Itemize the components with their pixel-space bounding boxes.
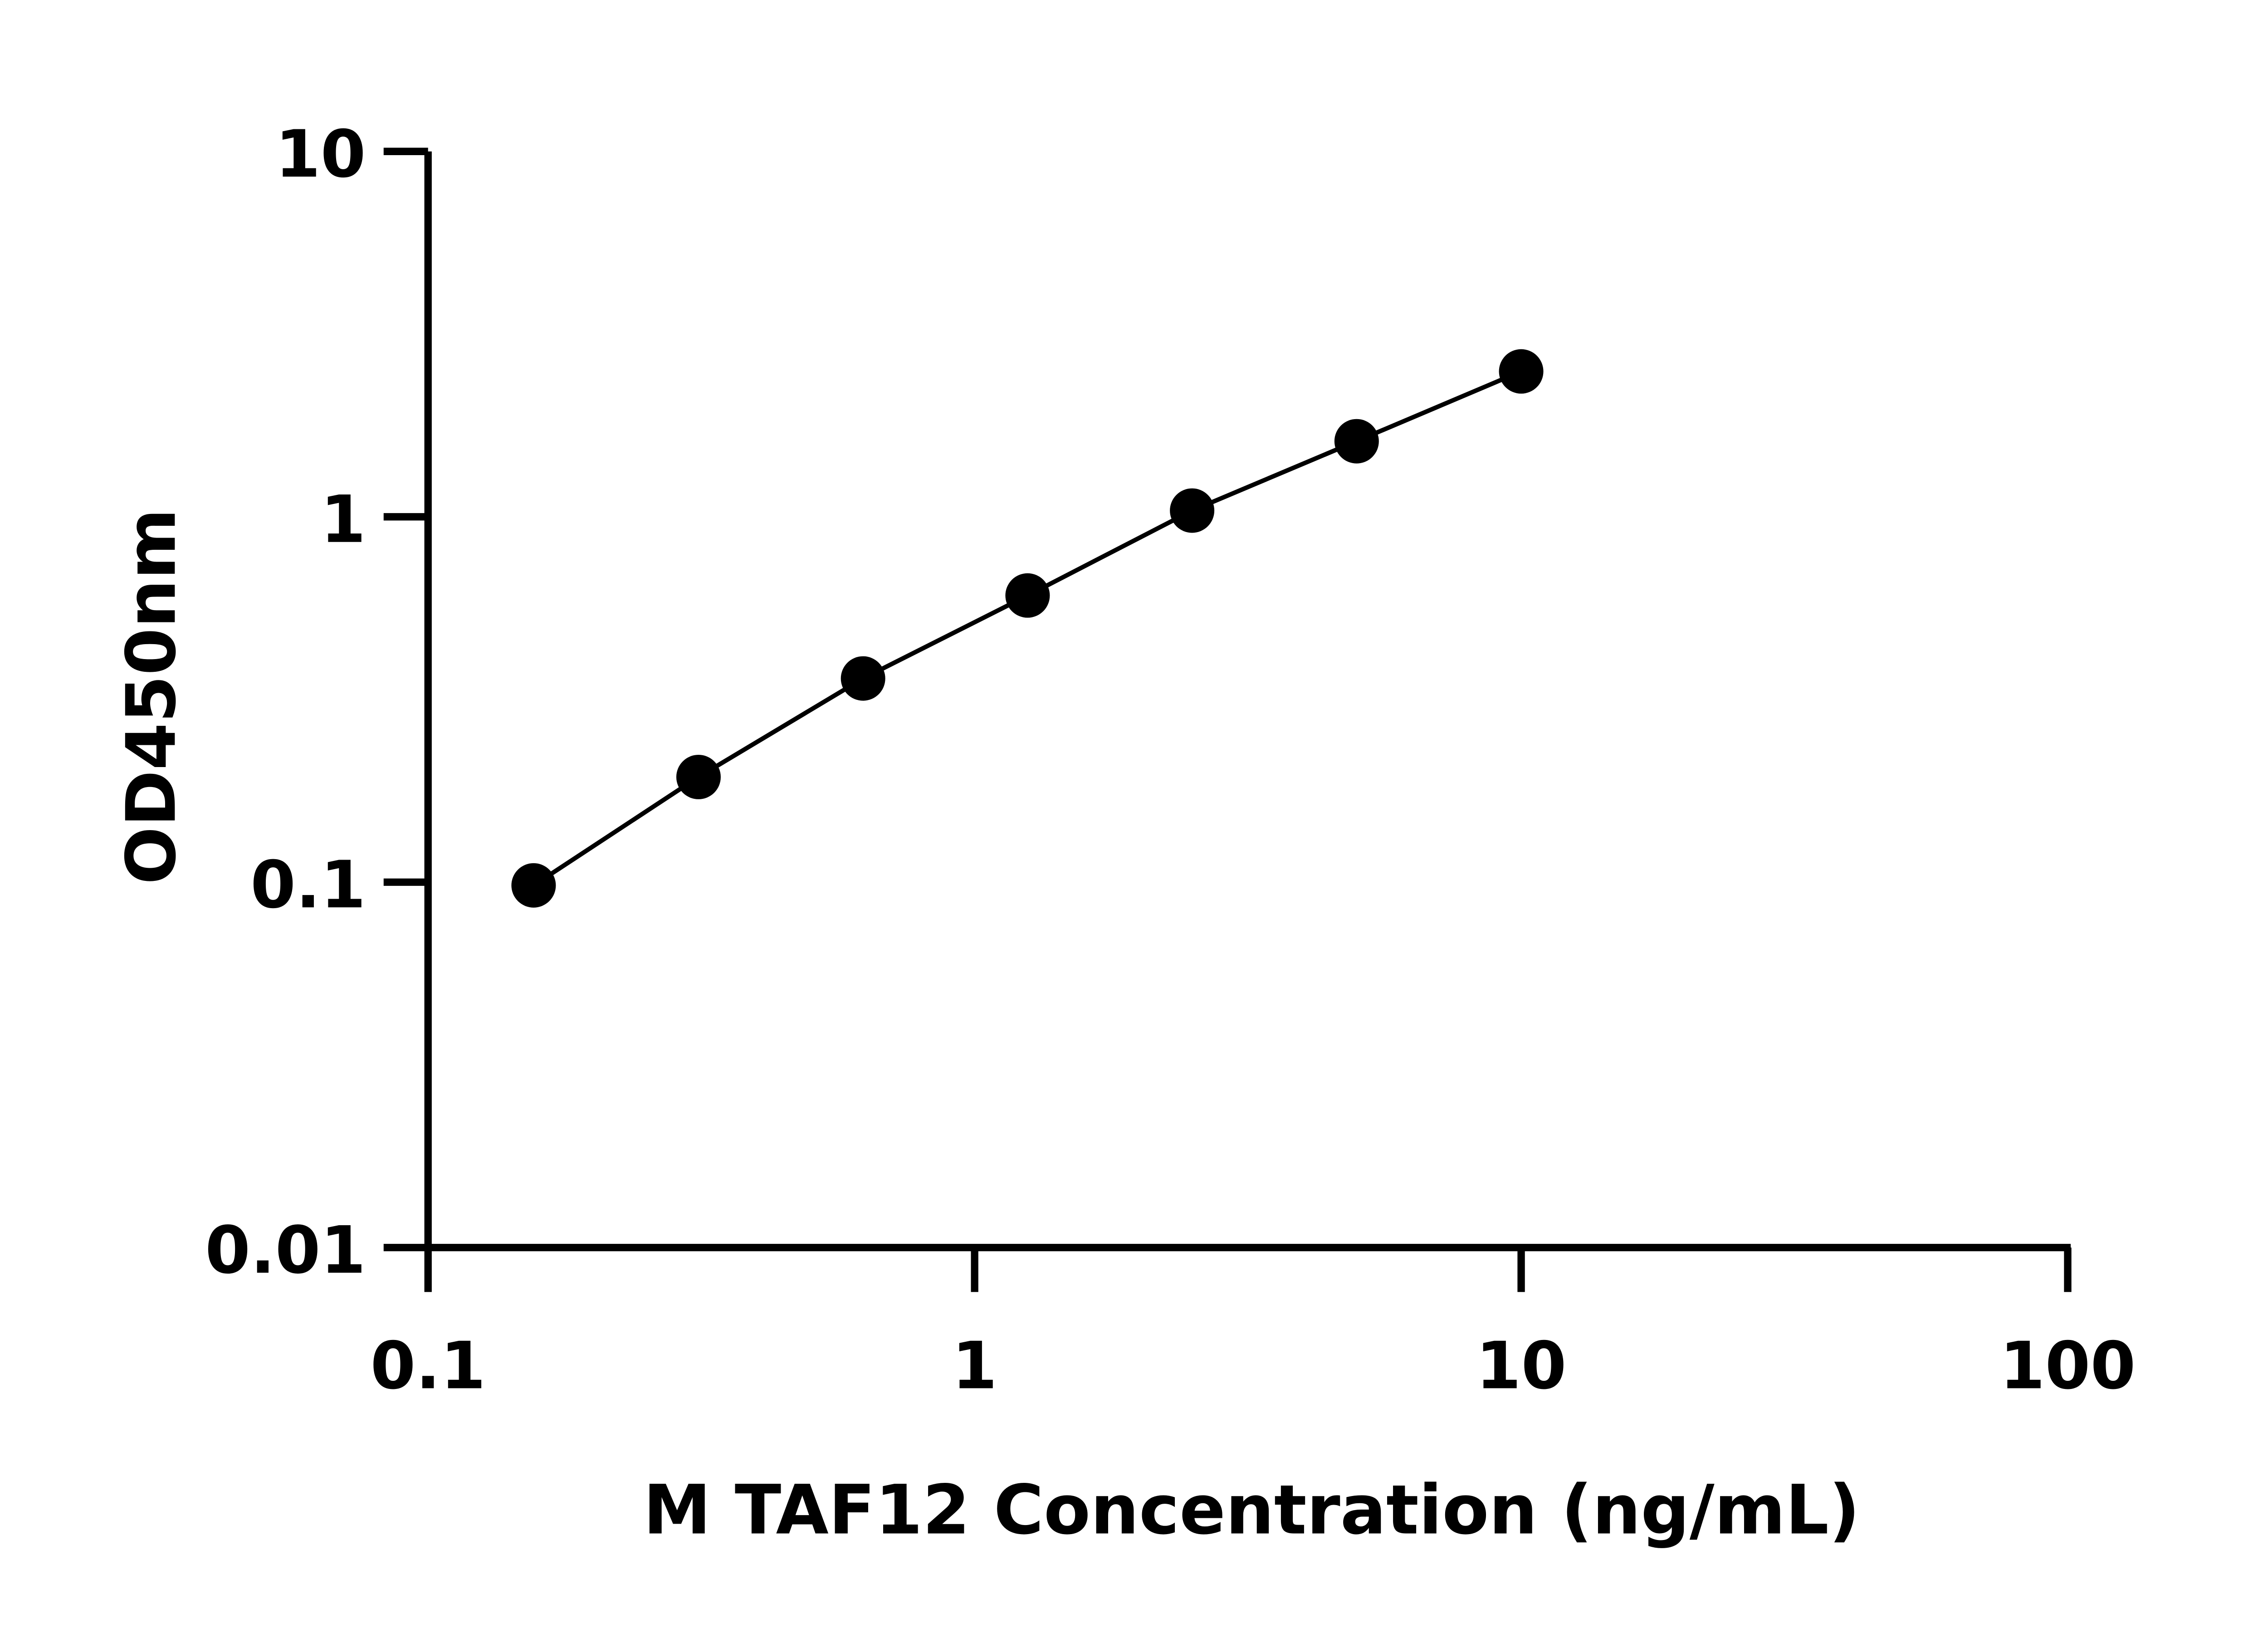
data-point [511,863,556,908]
data-point [676,754,721,799]
x-tick-label: 100 [2000,1328,2136,1403]
x-axis-label: M TAF12 Concentration (ng/mL) [643,1471,1860,1550]
data-points [511,349,1544,908]
y-tick-label: 0.01 [205,1213,366,1288]
y-tick-label: 0.1 [250,847,366,923]
data-point [1170,488,1215,533]
data-point [841,656,885,701]
x-tick-label: 10 [1476,1328,1567,1403]
data-point [1334,419,1379,464]
x-tick-label: 1 [952,1328,997,1403]
y-tick-label: 10 [275,116,366,192]
y-axis-label: OD450nm [112,508,191,885]
data-point [1005,573,1050,618]
x-tick-label: 0.1 [370,1328,485,1403]
y-tick-label: 1 [321,482,366,557]
data-point [1499,349,1544,394]
axes [424,151,2071,1252]
